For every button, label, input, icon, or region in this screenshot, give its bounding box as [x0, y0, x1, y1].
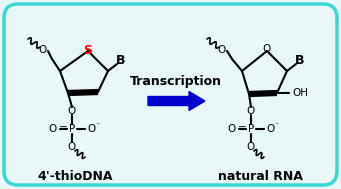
- Text: O: O: [68, 142, 76, 152]
- Text: O: O: [228, 124, 236, 134]
- Text: P: P: [248, 124, 254, 134]
- Text: ⁻: ⁻: [96, 121, 100, 129]
- FancyArrow shape: [148, 91, 205, 111]
- Text: S: S: [84, 44, 92, 57]
- FancyBboxPatch shape: [4, 4, 337, 185]
- Text: B: B: [295, 54, 305, 67]
- Text: =: =: [238, 123, 247, 133]
- Text: Transcription: Transcription: [130, 74, 222, 88]
- Text: –: –: [260, 123, 265, 133]
- Text: O: O: [68, 106, 76, 116]
- Text: O: O: [263, 44, 271, 54]
- Text: O: O: [88, 124, 96, 134]
- Text: O: O: [247, 142, 255, 152]
- Text: =: =: [59, 123, 68, 133]
- Text: OH: OH: [292, 88, 308, 98]
- Text: O: O: [49, 124, 57, 134]
- Text: O: O: [267, 124, 275, 134]
- Text: –: –: [80, 123, 86, 133]
- Text: O: O: [218, 45, 226, 55]
- Text: natural RNA: natural RNA: [218, 170, 302, 183]
- Text: ⁻: ⁻: [275, 121, 279, 129]
- Text: O: O: [247, 106, 255, 116]
- Text: 4'-thioDNA: 4'-thioDNA: [37, 170, 113, 183]
- Text: P: P: [69, 124, 75, 134]
- Text: O: O: [39, 45, 47, 55]
- Text: B: B: [116, 54, 126, 67]
